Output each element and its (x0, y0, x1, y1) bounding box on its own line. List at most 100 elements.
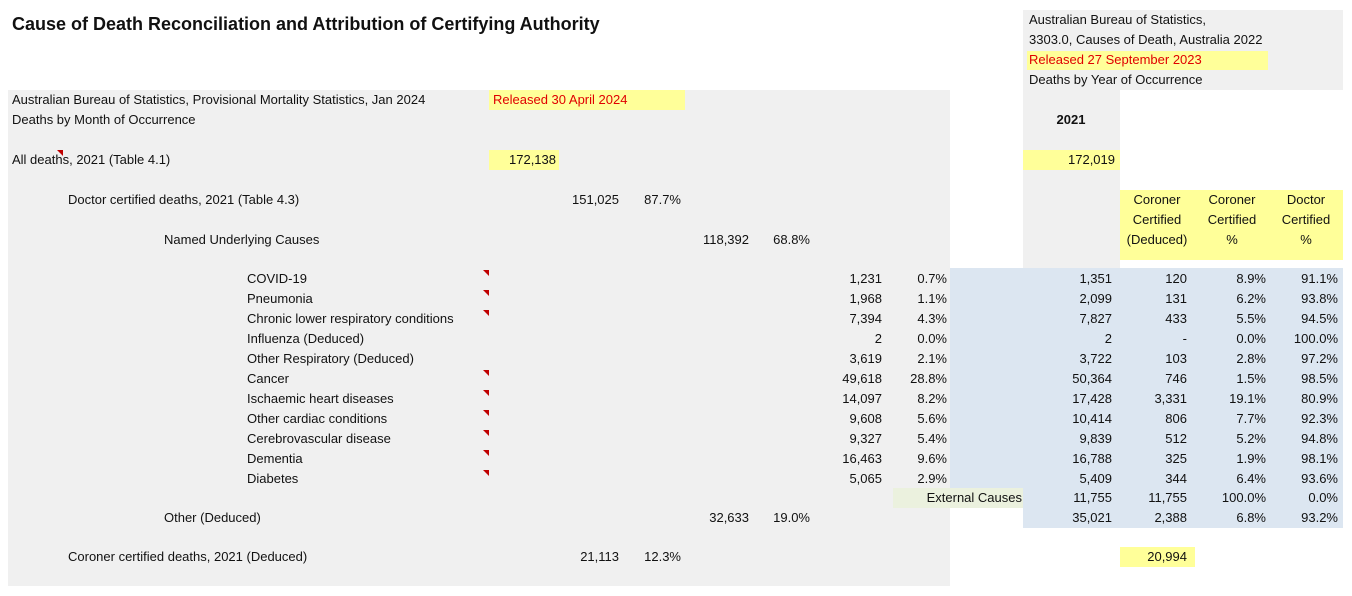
percent: 0.0% (1308, 490, 1338, 505)
value: 11,755 (1148, 490, 1187, 505)
percent: 100.0% (1293, 331, 1338, 346)
cause-label: Other Respiratory (Deduced) (247, 351, 414, 366)
percent: 6.2% (1236, 291, 1266, 306)
percent: 98.1% (1301, 451, 1338, 466)
row-label: All deaths, 2021 (Table 4.1) (12, 152, 171, 167)
value: 2,099 (1079, 291, 1112, 306)
highlight (1023, 150, 1120, 170)
percent: 5.2% (1236, 431, 1266, 446)
row-label: Coroner certified deaths, 2021 (Deduced) (68, 549, 308, 564)
value: 3,331 (1154, 391, 1187, 406)
percent: 0.0% (1236, 331, 1266, 346)
column-header: Coroner (1208, 192, 1256, 207)
percent: 12.3% (644, 549, 681, 564)
panel (1023, 90, 1120, 268)
column-header: % (1300, 232, 1312, 247)
column-header: Certified (1132, 212, 1182, 227)
value: 131 (1165, 291, 1187, 306)
percent: 5.4% (917, 431, 947, 446)
row-label: Doctor certified deaths, 2021 (Table 4.3… (68, 192, 300, 207)
value: 9,327 (849, 431, 882, 446)
value: 806 (1165, 411, 1187, 426)
percent: 0.7% (917, 271, 947, 286)
cause-label: Dementia (247, 451, 303, 466)
highlight (1027, 51, 1268, 70)
value: 11,755 (1073, 490, 1112, 505)
release-date: Released 27 September 2023 (1029, 52, 1202, 67)
value: 325 (1165, 451, 1187, 466)
value: 512 (1165, 431, 1187, 446)
panel (8, 90, 950, 586)
percent: 5.5% (1236, 311, 1266, 326)
comment-flag (483, 270, 489, 276)
source: Australian Bureau of Statistics, Provisi… (12, 92, 426, 107)
comment-flag (483, 370, 489, 376)
value: - (1182, 331, 1187, 346)
value: 14,097 (842, 391, 882, 406)
value: 344 (1165, 471, 1187, 486)
value: 172,019 (1068, 152, 1115, 167)
cause-label: Ischaemic heart diseases (247, 391, 394, 406)
highlight (489, 150, 559, 170)
release-date: Released 30 April 2024 (493, 92, 628, 107)
value: 2 (874, 331, 882, 346)
comment-flag (483, 390, 489, 396)
value: 10,414 (1072, 411, 1112, 426)
cause-label: Cancer (247, 371, 289, 386)
comment-flag (483, 290, 489, 296)
percent: 28.8% (910, 371, 947, 386)
percent: 80.9% (1301, 391, 1338, 406)
year-header: 2021 (1056, 112, 1086, 127)
value: 21,113 (580, 549, 619, 564)
percent: 94.8% (1301, 431, 1338, 446)
source: 3303.0, Causes of Death, Australia 2022 (1029, 32, 1263, 47)
column-header: Coroner (1133, 192, 1181, 207)
comment-flag (57, 150, 63, 156)
value: 50,364 (1072, 371, 1112, 386)
percent: 8.2% (917, 391, 947, 406)
percent: 93.6% (1301, 471, 1338, 486)
value: 1,968 (849, 291, 882, 306)
row-label: Named Underlying Causes (164, 232, 320, 247)
value: 1,231 (849, 271, 882, 286)
value: 2,388 (1154, 510, 1187, 525)
value: 32,633 (709, 510, 749, 525)
percent: 93.2% (1301, 510, 1338, 525)
value: 118,392 (702, 232, 749, 247)
percent: 2.1% (917, 351, 947, 366)
percent: 100.0% (1221, 490, 1266, 505)
value: 7,827 (1079, 311, 1112, 326)
percent: 19.1% (1229, 391, 1266, 406)
source: Australian Bureau of Statistics, (1029, 12, 1207, 27)
value: 9,608 (849, 411, 882, 426)
panel (950, 268, 1023, 488)
column-header: Doctor (1286, 192, 1326, 207)
value: 120 (1165, 271, 1187, 286)
percent: 98.5% (1301, 371, 1338, 386)
cause-label: Cerebrovascular disease (247, 431, 391, 446)
panel (1023, 10, 1343, 90)
value: 3,722 (1079, 351, 1112, 366)
highlight (489, 90, 685, 110)
percent: 4.3% (917, 311, 947, 326)
value: 9,839 (1079, 431, 1112, 446)
cause-label: COVID-19 (247, 271, 307, 286)
comment-flag (483, 470, 489, 476)
value: 16,788 (1072, 451, 1112, 466)
cause-label: Pneumonia (247, 291, 313, 306)
header-fill (1120, 190, 1343, 260)
basis: Deaths by Month of Occurrence (12, 112, 196, 127)
percent: 2.9% (917, 471, 947, 486)
percent: 0.0% (917, 331, 947, 346)
row-label: Other (Deduced) (164, 510, 261, 525)
percent: 87.7% (644, 192, 681, 207)
cause-label: Other cardiac conditions (247, 411, 388, 426)
comment-flag (483, 310, 489, 316)
panel (1023, 268, 1343, 528)
row-label: External Causes (926, 490, 1022, 505)
column-header: Certified (1207, 212, 1257, 227)
percent: 6.8% (1236, 510, 1266, 525)
percent: 6.4% (1236, 471, 1266, 486)
column-header: Certified (1281, 212, 1331, 227)
